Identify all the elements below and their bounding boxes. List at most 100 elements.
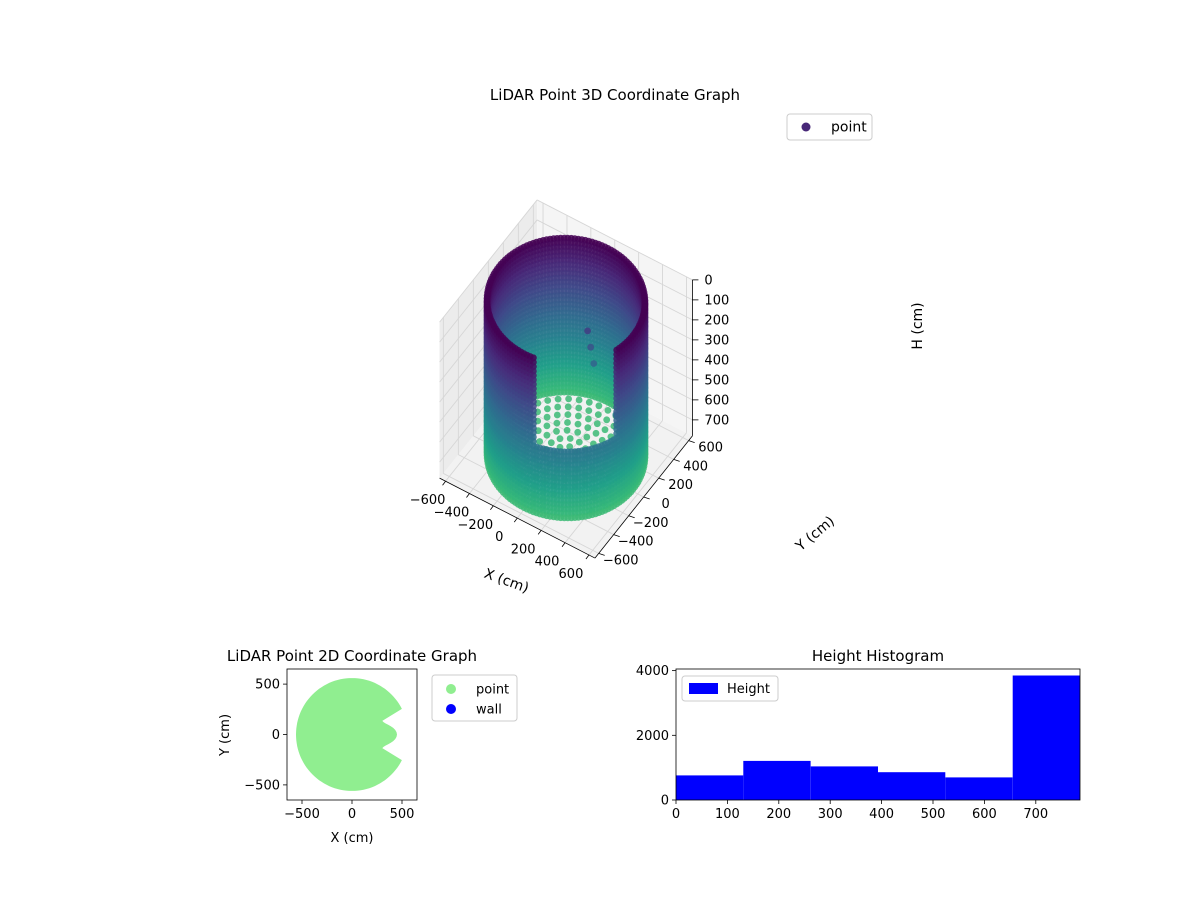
x-tick-label-hist: 200 — [766, 807, 791, 822]
data-point — [547, 439, 555, 447]
x-tick-label-hist: 600 — [972, 807, 997, 822]
x-tick-label-3d: −600 — [410, 493, 446, 508]
x-tick-label-2d: 500 — [390, 807, 415, 822]
legend-frame — [786, 113, 873, 141]
y-tick-label-3d: 600 — [698, 441, 723, 456]
data-point — [544, 397, 552, 404]
data-point — [604, 407, 612, 414]
y-tick-label-3d: 200 — [668, 478, 693, 493]
legend-label-point-2d: point — [476, 683, 509, 698]
chart-2d-title: LiDAR Point 2D Coordinate Graph — [227, 647, 477, 665]
data-point — [564, 403, 572, 411]
x-tick-label-2d: −500 — [284, 807, 320, 822]
x-axis-label-2d: X (cm) — [331, 831, 374, 846]
legend-label-wall-2d: wall — [476, 703, 502, 718]
data-point — [587, 343, 595, 351]
data-point — [603, 416, 611, 424]
data-point — [554, 403, 562, 411]
x-tick-label-hist: 400 — [869, 807, 894, 822]
x-tick-label-3d: −200 — [457, 518, 493, 533]
legend-marker-point — [801, 122, 811, 132]
x-tick-label-3d: 400 — [535, 555, 560, 570]
y-tick-label-2d: 0 — [272, 728, 280, 743]
y-tick-label-3d: −400 — [618, 535, 654, 550]
data-point — [593, 420, 601, 428]
data-point — [585, 415, 592, 423]
chart-3d-scatter: LiDAR Point 3D Coordinate Graph −600−400… — [410, 86, 926, 597]
data-point — [584, 424, 592, 432]
data-point — [564, 419, 571, 426]
data-point — [574, 420, 582, 428]
x-tick-3d — [561, 542, 566, 547]
data-point — [575, 396, 583, 404]
legend-label-point: point — [831, 120, 867, 136]
data-point — [543, 431, 551, 439]
x-tick-3d — [466, 493, 470, 498]
data-point — [575, 412, 582, 420]
data-point — [543, 422, 551, 430]
z-tick-label-3d: 300 — [704, 333, 729, 348]
x-tick-label-3d: 0 — [495, 530, 503, 545]
y-axis-label-3d: Y (cm) — [792, 513, 838, 555]
legend-label-height: Height — [727, 682, 770, 697]
data-point — [553, 427, 560, 435]
y-tick-label-2d: 500 — [255, 678, 280, 693]
data-point — [536, 438, 544, 445]
gridline-z — [536, 199, 693, 281]
x-tick-label-3d: 600 — [559, 567, 584, 582]
chart-3d-legend: point — [786, 113, 873, 141]
data-point — [565, 395, 572, 403]
z-axis-label-3d: H (cm) — [910, 302, 926, 349]
data-point — [585, 398, 593, 406]
histogram-bar — [945, 777, 1013, 800]
data-point — [564, 411, 572, 418]
legend-marker-height — [689, 683, 718, 694]
data-point — [594, 411, 602, 418]
y-tick-label-3d: 0 — [662, 497, 670, 512]
data-point — [566, 443, 574, 450]
chart-2d-scatter: LiDAR Point 2D Coordinate Graph −500 0 500… — [218, 647, 518, 846]
histogram-bar — [676, 775, 744, 800]
point-cloud-area — [296, 678, 402, 791]
z-tick-label-3d: 400 — [704, 353, 729, 368]
z-tick-label-3d: 100 — [704, 293, 729, 308]
data-point — [556, 435, 564, 443]
y-tick-label-2d: −500 — [244, 778, 280, 793]
data-point — [584, 327, 591, 335]
z-tick-label-3d: 500 — [704, 373, 729, 388]
x-tick-label-3d: −400 — [434, 506, 470, 521]
data-point — [553, 419, 561, 427]
x-tick-label-hist: 100 — [715, 807, 740, 822]
y-axis-label-2d: Y (cm) — [218, 714, 233, 757]
x-axis-label-3d: X (cm) — [482, 566, 531, 597]
plot-frame-hist — [675, 668, 1081, 801]
x-tick-label-2d: 0 — [348, 807, 356, 822]
histogram-bar — [810, 766, 878, 800]
data-point — [595, 402, 603, 410]
x-tick-3d — [537, 530, 542, 535]
y-tick-3d — [643, 496, 650, 500]
chart-3d-title: LiDAR Point 3D Coordinate Graph — [490, 86, 740, 104]
data-point — [544, 405, 551, 413]
y-tick-3d — [673, 458, 680, 462]
data-point — [592, 429, 600, 437]
data-point — [601, 426, 609, 434]
legend-frame-hist — [681, 675, 779, 702]
data-point — [553, 411, 561, 419]
gridline-z — [439, 199, 538, 323]
histogram-bar — [878, 772, 946, 800]
y-tick-3d — [658, 477, 665, 481]
x-tick-label-hist: 0 — [672, 807, 680, 822]
z-tick-label-3d: 600 — [704, 393, 729, 408]
y-tick-3d — [628, 515, 635, 519]
data-point — [575, 404, 583, 412]
legend-marker-wall-2d — [446, 704, 456, 714]
y-tick-label-3d: 400 — [683, 459, 708, 474]
x-tick-3d — [442, 480, 446, 486]
x-tick-label-hist: 300 — [818, 807, 843, 822]
data-point — [583, 433, 591, 441]
z-tick-label-3d: 700 — [704, 413, 729, 428]
data-point — [560, 514, 568, 522]
